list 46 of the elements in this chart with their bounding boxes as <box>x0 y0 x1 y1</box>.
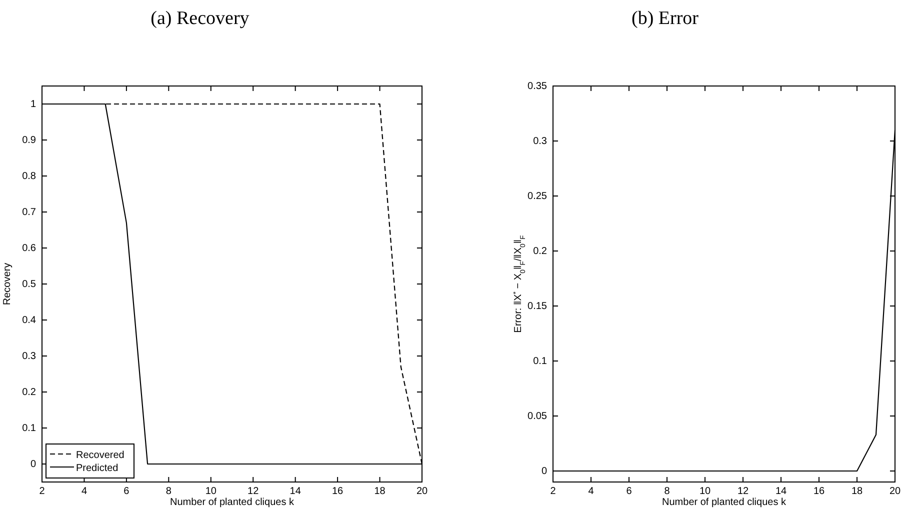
x-tick-label: 14 <box>290 486 302 498</box>
y-tick-label: 0.3 <box>22 351 36 362</box>
legend-label: Recovered <box>76 450 124 461</box>
y-tick-label: 0.7 <box>22 207 36 218</box>
y-tick-label: 0.3 <box>533 136 548 148</box>
y-tick-label: 0.5 <box>22 279 36 290</box>
x-tick-label: 14 <box>775 486 787 498</box>
y-tick-label: 0.05 <box>528 411 548 422</box>
chart-title: (b) Error <box>632 8 700 29</box>
x-axis-title: Number of planted cliques k <box>170 497 295 508</box>
legend-label: Predicted <box>76 463 118 474</box>
y-tick-label: 0.15 <box>528 301 548 312</box>
x-tick-label: 6 <box>124 486 130 498</box>
x-tick-label: 18 <box>851 486 863 498</box>
y-tick-label: 0.8 <box>22 171 36 182</box>
y-tick-label: 0.4 <box>22 315 36 326</box>
x-tick-label: 18 <box>374 486 386 498</box>
y-tick-label: 0 <box>541 466 548 478</box>
x-tick-label: 12 <box>737 486 749 498</box>
x-tick-label: 4 <box>588 486 594 498</box>
y-tick-label: 0.2 <box>22 387 36 398</box>
x-tick-label: 12 <box>248 486 260 498</box>
x-tick-label: 20 <box>416 486 428 498</box>
y-tick-label: 1 <box>30 99 36 110</box>
x-tick-label: 8 <box>166 486 172 498</box>
y-tick-label: 0.9 <box>22 135 36 146</box>
y-tick-label: 0.6 <box>22 243 36 254</box>
x-tick-label: 20 <box>889 486 901 498</box>
x-tick-label: 16 <box>332 486 344 498</box>
x-tick-label: 4 <box>81 486 88 498</box>
x-tick-label: 10 <box>699 486 711 498</box>
y-tick-label: 0.2 <box>533 246 548 258</box>
x-axis-title: Number of planted cliques k <box>662 497 787 508</box>
y-tick-label: 0.25 <box>528 191 548 202</box>
x-tick-label: 16 <box>813 486 825 498</box>
chart-title: (a) Recovery <box>150 8 250 29</box>
x-tick-label: 6 <box>626 486 632 498</box>
y-tick-label: 0.35 <box>528 81 548 92</box>
y-tick-label: 0 <box>30 459 36 470</box>
x-tick-label: 2 <box>39 486 46 498</box>
x-tick-label: 8 <box>664 486 670 498</box>
y-tick-label: 0.1 <box>22 423 36 434</box>
x-tick-label: 2 <box>550 486 556 498</box>
y-axis-title: Recovery <box>2 262 13 306</box>
x-tick-label: 10 <box>205 486 217 498</box>
y-tick-label: 0.1 <box>533 356 548 368</box>
